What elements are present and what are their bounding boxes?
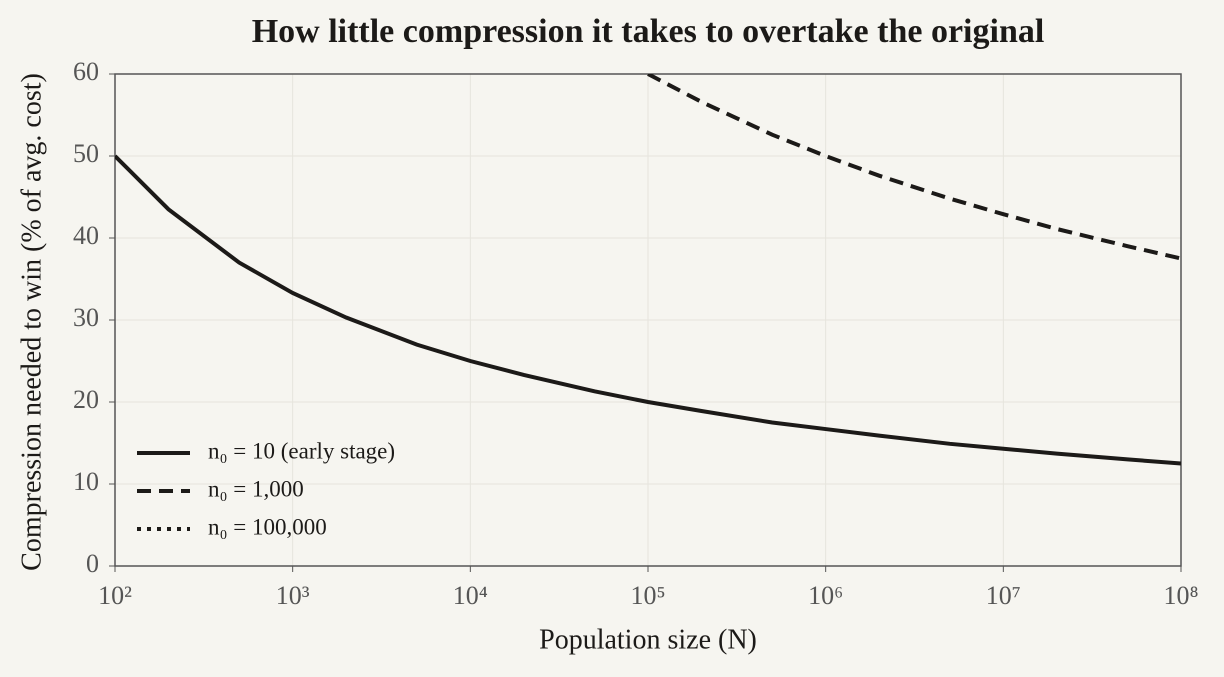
y-tick-label: 40 <box>73 221 99 250</box>
x-tick-label: 10⁵ <box>630 581 665 610</box>
x-tick-label: 10⁷ <box>986 581 1021 610</box>
legend-label: n₀ = 100,000 <box>208 514 327 539</box>
x-tick-label: 10⁶ <box>808 581 843 610</box>
y-tick-label: 20 <box>73 385 99 414</box>
x-tick-label: 10³ <box>276 581 310 610</box>
y-tick-label: 30 <box>73 303 99 332</box>
x-tick-label: 10⁸ <box>1163 581 1198 610</box>
series-line <box>647 74 1181 261</box>
y-tick-label: 10 <box>73 467 99 496</box>
chart-title: How little compression it takes to overt… <box>252 13 1045 50</box>
legend-label: n₀ = 10 (early stage) <box>208 438 395 463</box>
x-axis-label: Population size (N) <box>539 624 757 655</box>
x-tick-label: 10² <box>98 581 132 610</box>
plot-area <box>115 74 1181 466</box>
series-line <box>115 154 1181 466</box>
legend-label: n₀ = 1,000 <box>208 476 304 501</box>
x-tick-label: 10⁴ <box>453 581 488 610</box>
y-axis-label: Compression needed to win (% of avg. cos… <box>16 73 47 571</box>
y-tick-label: 0 <box>86 549 99 578</box>
y-tick-label: 60 <box>73 57 99 86</box>
y-tick-label: 50 <box>73 139 99 168</box>
